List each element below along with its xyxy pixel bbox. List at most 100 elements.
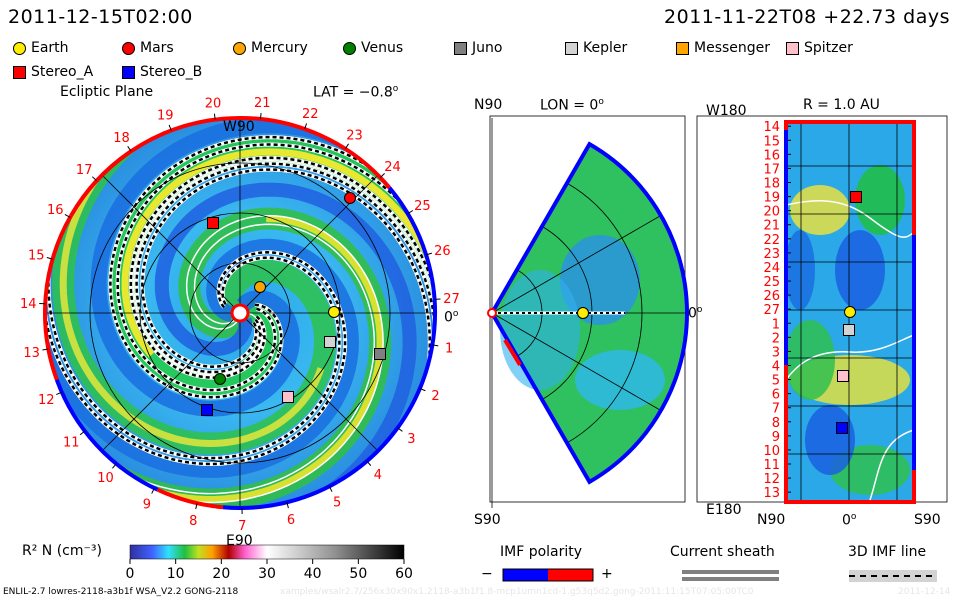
radial-y-tick: 8 bbox=[772, 416, 780, 431]
spitzer-marker bbox=[282, 391, 294, 403]
circle-marker-icon bbox=[233, 41, 246, 55]
legend-item-stereo_a: Stereo_A bbox=[13, 64, 93, 80]
stereo_b-marker bbox=[836, 422, 848, 434]
carrington-label: 22 bbox=[302, 107, 319, 122]
carrington-label: 25 bbox=[414, 199, 431, 214]
density-region bbox=[855, 165, 905, 235]
carrington-label: 4 bbox=[374, 468, 382, 483]
density-region bbox=[835, 230, 885, 310]
imf-polarity-arc-positive bbox=[156, 487, 224, 510]
tick bbox=[379, 173, 385, 178]
radial-y-tick: 25 bbox=[763, 275, 780, 290]
zero: 0 bbox=[444, 309, 453, 326]
square-marker-icon bbox=[565, 41, 578, 55]
legend-label: Earth bbox=[31, 40, 69, 56]
density-arm bbox=[45, 194, 359, 478]
imf-polarity-arc-negative bbox=[222, 480, 339, 510]
colorbar-tick-label: 0 bbox=[126, 566, 135, 582]
tick-text: 0 bbox=[842, 512, 851, 529]
mercury-marker bbox=[254, 281, 266, 293]
current-sheath-line bbox=[785, 200, 915, 238]
current-time: 2011-12-15T02:00 bbox=[8, 6, 193, 28]
radial-y-tick: 4 bbox=[772, 359, 780, 374]
radial-y-tick: 23 bbox=[763, 247, 780, 262]
carrington-label: 23 bbox=[346, 129, 363, 144]
current-sheath-line bbox=[132, 159, 435, 457]
radial-y-tick: 6 bbox=[772, 388, 780, 403]
sheath-swatch bbox=[682, 577, 779, 581]
current-sheath-line bbox=[45, 223, 376, 495]
imf-line bbox=[109, 135, 435, 399]
radial-y-tick: 15 bbox=[763, 134, 780, 149]
legend-label: Stereo_A bbox=[31, 64, 94, 80]
legend-item-earth: Earth bbox=[13, 40, 69, 56]
current-sheath-line bbox=[869, 429, 915, 501]
grid-spoke bbox=[491, 215, 662, 314]
kepler-marker bbox=[843, 324, 855, 336]
tick bbox=[42, 348, 49, 351]
radial-y-tick: 24 bbox=[763, 261, 780, 276]
earth-marker bbox=[328, 306, 340, 318]
imf-line bbox=[141, 168, 432, 500]
radial-top-left: W180 bbox=[706, 103, 747, 119]
tick bbox=[366, 460, 372, 466]
imf-swatch-border bbox=[502, 568, 594, 582]
legend-item-mercury: Mercury bbox=[233, 40, 308, 56]
imf-line bbox=[116, 143, 435, 392]
colorbar-tick-label: 60 bbox=[395, 566, 413, 582]
carrington-label: 15 bbox=[28, 248, 45, 263]
footer-path: xamples/wsalr2.7/256x30x90x1.2118-a3b1f1… bbox=[280, 587, 754, 597]
earth-marker bbox=[844, 306, 856, 318]
sheath-swatch bbox=[682, 570, 779, 574]
imf-negative-swatch bbox=[503, 569, 548, 581]
radial-y-tick: 1 bbox=[772, 317, 780, 332]
carrington-label: 16 bbox=[47, 203, 64, 218]
imf-label: IMF polarity bbox=[500, 544, 583, 560]
tick bbox=[425, 252, 433, 256]
sheath-label: Current sheath bbox=[670, 544, 775, 560]
colorbar-tick-label: 20 bbox=[212, 566, 230, 582]
tick bbox=[112, 463, 117, 469]
imf-polarity-arc-positive bbox=[43, 214, 73, 381]
legend-item-mars: Mars bbox=[122, 40, 174, 56]
legend-item-juno: Juno bbox=[454, 40, 502, 56]
tick bbox=[407, 210, 414, 214]
radial-y-tick: 12 bbox=[763, 472, 780, 487]
imf-polarity-positive bbox=[503, 338, 522, 367]
imf-polarity-arc-positive bbox=[69, 116, 391, 217]
radial-y-tick: 9 bbox=[772, 430, 780, 445]
legend-item-stereo_b: Stereo_B bbox=[122, 64, 202, 80]
colorbar-tick-label: 40 bbox=[304, 566, 322, 582]
tick bbox=[168, 124, 172, 131]
imfline-label: 3D IMF line bbox=[848, 544, 927, 560]
ecliptic-top-label: W90 bbox=[223, 119, 255, 135]
carrington-label: 20 bbox=[205, 97, 222, 112]
carrington-label: 24 bbox=[384, 160, 401, 175]
density-arm bbox=[90, 118, 435, 417]
meridional-right-label: 0o bbox=[688, 305, 703, 322]
grid-spoke bbox=[491, 312, 662, 411]
stereo_a-marker bbox=[207, 217, 219, 229]
carrington-label: 14 bbox=[20, 297, 37, 312]
lat-value: LAT = −0.8 bbox=[313, 84, 393, 101]
radial-y-tick: 20 bbox=[763, 205, 780, 220]
carrington-label: 11 bbox=[63, 435, 80, 450]
footer-version: ENLIL-2.7 lowres-2118-a3b1f WSA_V2.2 GON… bbox=[3, 587, 239, 597]
meridional-lon: LON = 0o bbox=[540, 97, 604, 114]
radial-y-tick: 26 bbox=[763, 289, 780, 304]
square-marker-icon bbox=[676, 41, 689, 55]
venus-marker bbox=[214, 373, 226, 385]
imf-minus: − bbox=[481, 566, 493, 582]
legend-label: Juno bbox=[472, 40, 503, 56]
current-sheath-line bbox=[52, 214, 384, 504]
tick bbox=[432, 344, 439, 347]
juno-marker bbox=[374, 348, 386, 360]
radial-y-tick: 14 bbox=[763, 120, 780, 135]
imf-polarity-boundary bbox=[489, 141, 689, 485]
carrington-label: 21 bbox=[254, 96, 271, 111]
legend-item-messenger: Messenger bbox=[676, 40, 770, 56]
meridional-bottom-label: S90 bbox=[474, 512, 501, 528]
tick bbox=[56, 391, 62, 396]
legend-label: Mars bbox=[140, 40, 174, 56]
